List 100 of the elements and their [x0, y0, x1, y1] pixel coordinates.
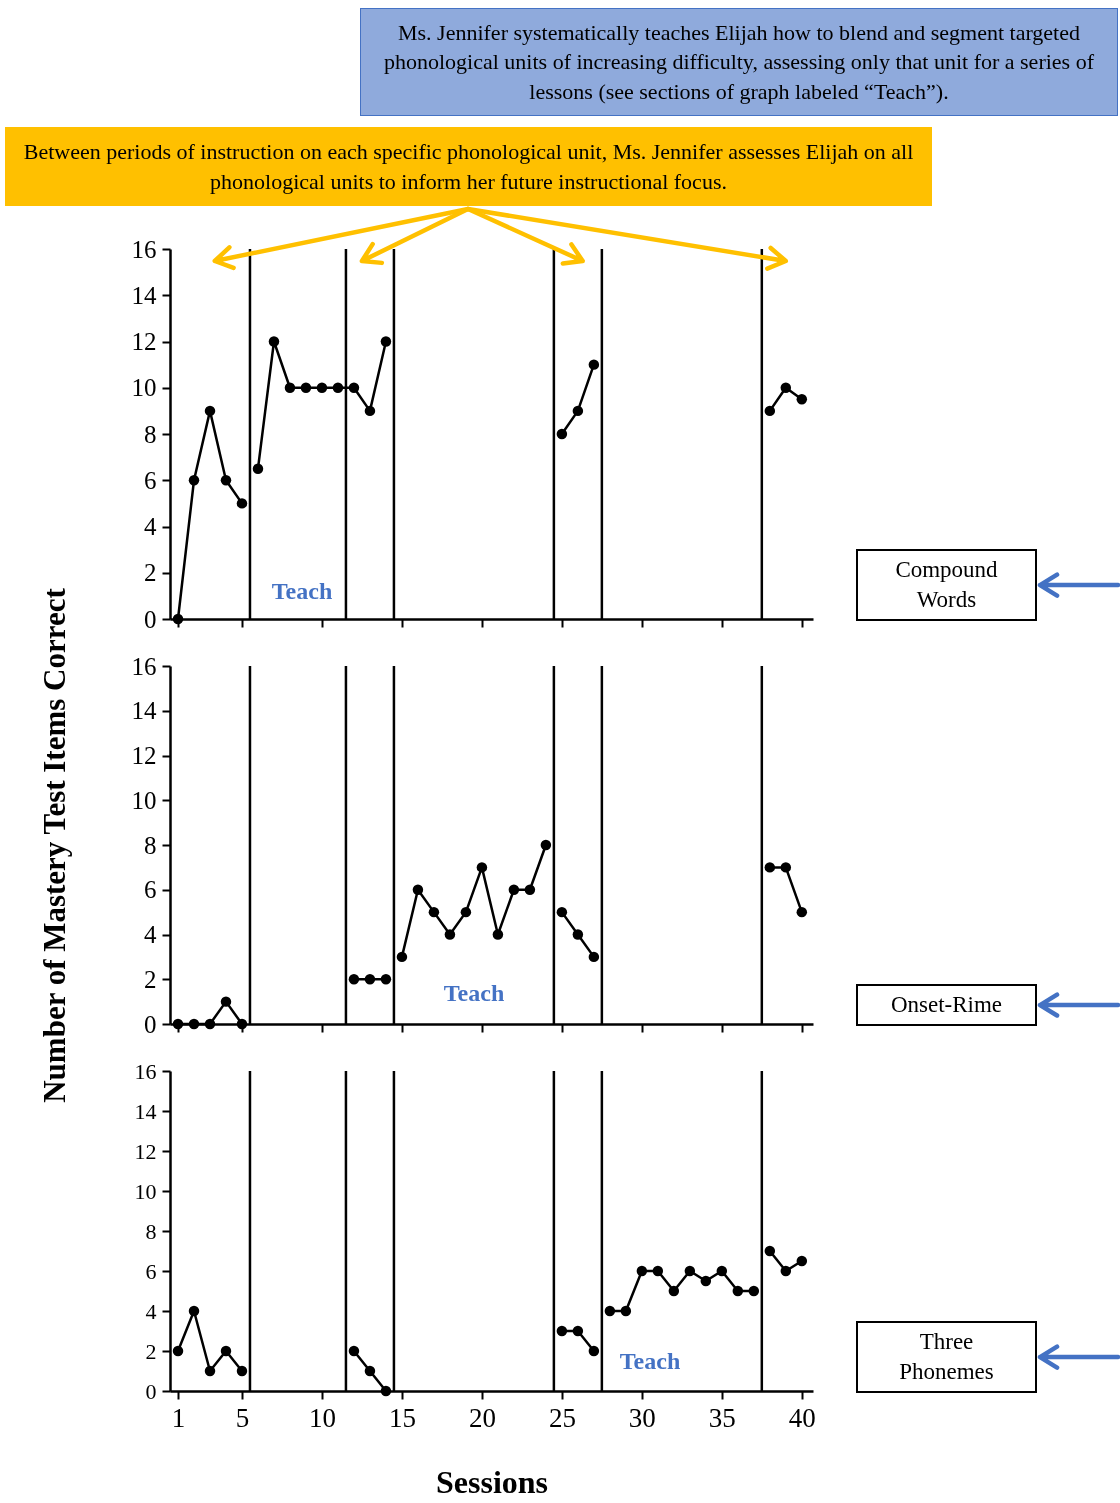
y-tick-label: 12 — [131, 742, 157, 769]
y-tick-label: 8 — [144, 831, 157, 859]
y-tick-label: 0 — [145, 1378, 157, 1404]
y-tick-label: 14 — [134, 1098, 157, 1124]
point — [604, 1305, 616, 1317]
annotation: Teach — [619, 1347, 681, 1375]
point — [764, 405, 776, 417]
point — [428, 906, 440, 918]
point — [300, 382, 312, 393]
x-tick-label: 20 — [468, 1402, 496, 1433]
point — [188, 475, 200, 486]
x-tick-label: 25 — [548, 1402, 576, 1433]
x-tick-label: 15 — [388, 1402, 416, 1433]
point — [636, 1265, 648, 1277]
point — [380, 1385, 392, 1397]
y-tick-label: 14 — [131, 697, 157, 725]
y-tick-label: 4 — [144, 513, 157, 540]
point — [220, 1345, 232, 1357]
point — [284, 382, 296, 393]
y-tick-label: 16 — [134, 1058, 157, 1084]
y-tick-label: 8 — [145, 1218, 157, 1244]
text: Between periods of instruction on each specific phonological unit, Ms. Jennifer assesses Elijah on all phonological units to inform her future instructional focus. — [5, 127, 932, 206]
y-tick-label: 2 — [145, 1338, 157, 1364]
y-tick-label: 16 — [131, 652, 157, 680]
x-tick-label: 1 — [171, 1402, 186, 1433]
y-tick-label: 2 — [144, 559, 157, 587]
y-tick-label: 12 — [131, 328, 157, 355]
point — [236, 1018, 248, 1030]
point — [172, 1345, 184, 1357]
point — [236, 1365, 248, 1377]
annotation: Teach — [271, 577, 333, 605]
point — [572, 405, 584, 417]
y-tick-label: 10 — [131, 786, 157, 814]
y-tick-label: 6 — [145, 1258, 157, 1284]
point — [172, 613, 184, 625]
point — [380, 336, 392, 347]
point — [412, 884, 424, 895]
point — [236, 498, 248, 509]
y-tick-label: 0 — [144, 605, 157, 633]
point — [492, 929, 504, 940]
point — [652, 1265, 664, 1277]
y-tick-label: 6 — [144, 466, 157, 494]
point — [556, 906, 568, 918]
point — [556, 428, 568, 440]
y-tick-label: 10 — [134, 1178, 157, 1204]
point — [204, 405, 216, 417]
point — [268, 336, 280, 347]
y-tick-label: 14 — [131, 281, 157, 309]
point — [364, 405, 376, 417]
y-axis-title: Number of Mastery Test Items Correct — [36, 587, 72, 1103]
point — [476, 862, 488, 873]
x-tick-label: 10 — [308, 1402, 336, 1433]
point — [348, 382, 360, 393]
point — [220, 996, 232, 1007]
point — [796, 906, 808, 918]
point — [748, 1285, 760, 1297]
point — [572, 929, 584, 940]
text: Onset-Rime — [856, 984, 1037, 1026]
point — [204, 1365, 216, 1377]
point — [764, 862, 776, 873]
text: Compound Words — [856, 549, 1037, 621]
point — [764, 1245, 776, 1257]
point — [220, 475, 232, 486]
point — [780, 382, 792, 393]
x-axis-title: Sessions — [435, 1463, 549, 1500]
point — [572, 1325, 584, 1337]
x-tick-label: 40 — [788, 1402, 816, 1433]
y-tick-label: 10 — [131, 374, 157, 402]
point — [508, 884, 520, 895]
point — [444, 929, 456, 940]
point — [364, 1365, 376, 1377]
x-tick-label: 5 — [235, 1402, 250, 1433]
y-tick-label: 8 — [144, 420, 157, 448]
y-tick-label: 0 — [144, 1010, 157, 1038]
point — [684, 1265, 696, 1277]
y-tick-label: 4 — [145, 1298, 157, 1324]
point — [204, 1018, 216, 1030]
point — [380, 974, 392, 985]
x-tick-label: 35 — [708, 1402, 736, 1433]
text: Ms. Jennifer systematically teaches Elijah how to blend and segment targeted phonological units of increasing difficulty, assessing only that unit for a series of lessons (see sections of graph labeled “Teach”). — [360, 8, 1118, 116]
y-tick-label: 12 — [134, 1138, 157, 1164]
point — [460, 906, 472, 918]
y-tick-label: 2 — [144, 965, 157, 993]
point — [716, 1265, 728, 1277]
point — [332, 382, 344, 393]
point — [316, 382, 328, 393]
point — [556, 1325, 568, 1337]
text: Three Phonemes — [856, 1321, 1037, 1393]
point — [188, 1018, 200, 1030]
y-tick-label: 16 — [131, 235, 157, 263]
point — [364, 974, 376, 985]
point — [668, 1285, 680, 1297]
point — [588, 951, 600, 963]
point — [252, 463, 264, 474]
point — [396, 951, 408, 963]
y-tick-label: 6 — [144, 876, 157, 904]
point — [796, 1255, 808, 1267]
point — [620, 1305, 632, 1317]
point — [780, 1265, 792, 1277]
point — [588, 1345, 600, 1357]
